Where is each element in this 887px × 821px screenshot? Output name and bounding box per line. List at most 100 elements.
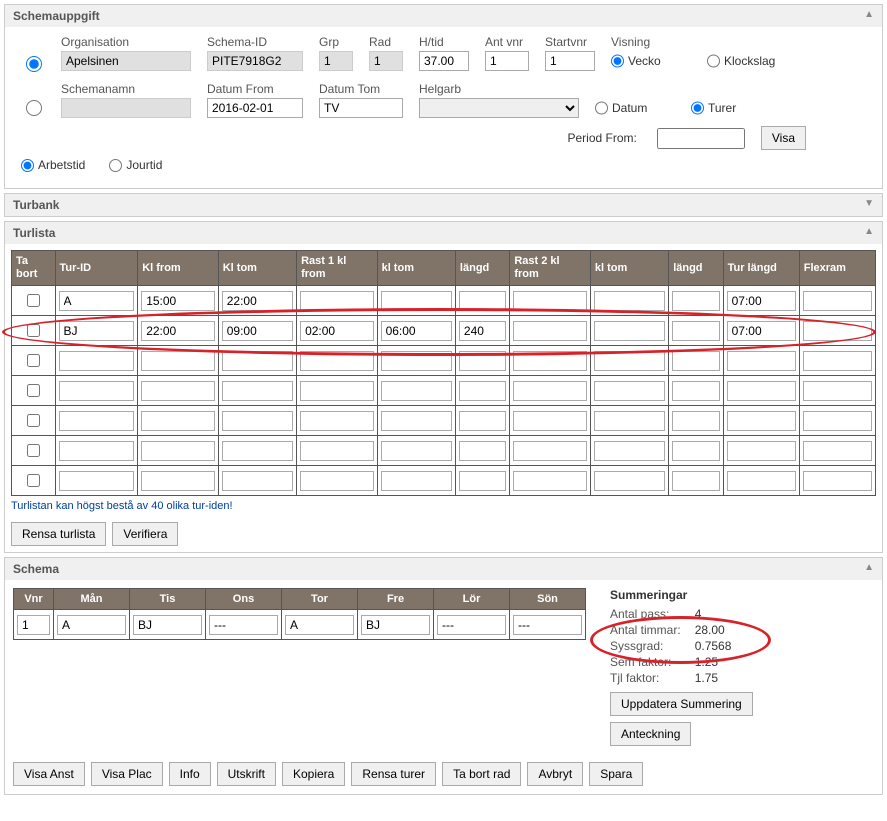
visa-plac-button[interactable]: Visa Plac <box>91 762 163 786</box>
turlista-cell-input[interactable] <box>513 381 587 401</box>
turlista-cell-input[interactable] <box>59 471 135 491</box>
spara-button[interactable]: Spara <box>589 762 643 786</box>
schema-cell-input[interactable] <box>57 615 126 635</box>
delete-row-checkbox[interactable] <box>27 474 40 487</box>
turlista-cell-input[interactable] <box>727 321 796 341</box>
turlista-cell-input[interactable] <box>459 351 506 371</box>
turlista-cell-input[interactable] <box>59 381 135 401</box>
schemanamn-input[interactable] <box>61 98 191 118</box>
turlista-cell-input[interactable] <box>672 321 719 341</box>
turlista-cell-input[interactable] <box>300 351 374 371</box>
anteckning-button[interactable]: Anteckning <box>610 722 691 746</box>
organisation-input[interactable] <box>61 51 191 71</box>
turlista-cell-input[interactable] <box>727 411 796 431</box>
turlista-cell-input[interactable] <box>222 351 293 371</box>
turlista-cell-input[interactable] <box>300 381 374 401</box>
rad-input[interactable] <box>369 51 403 71</box>
visa-button[interactable]: Visa <box>761 126 806 150</box>
turlista-cell-input[interactable] <box>381 471 452 491</box>
arbetstid-radio[interactable] <box>21 159 34 172</box>
turlista-cell-input[interactable] <box>803 471 872 491</box>
turlista-cell-input[interactable] <box>141 351 215 371</box>
jourtid-radio[interactable] <box>109 159 122 172</box>
turlista-cell-input[interactable] <box>594 291 665 311</box>
schema-cell-input[interactable] <box>361 615 430 635</box>
turlista-cell-input[interactable] <box>727 351 796 371</box>
klockslag-radio[interactable] <box>707 51 720 71</box>
turlista-cell-input[interactable] <box>594 471 665 491</box>
turlista-cell-input[interactable] <box>381 321 452 341</box>
turlista-cell-input[interactable] <box>141 411 215 431</box>
turlista-cell-input[interactable] <box>141 291 215 311</box>
avbryt-button[interactable]: Avbryt <box>527 762 583 786</box>
turlista-cell-input[interactable] <box>803 441 872 461</box>
schema-id-input[interactable] <box>207 51 303 71</box>
vecko-radio[interactable] <box>611 51 624 71</box>
turlista-cell-input[interactable] <box>727 471 796 491</box>
delete-row-checkbox[interactable] <box>27 444 40 457</box>
turlista-cell-input[interactable] <box>459 471 506 491</box>
turlista-cell-input[interactable] <box>222 411 293 431</box>
turlista-cell-input[interactable] <box>300 441 374 461</box>
turlista-cell-input[interactable] <box>300 291 374 311</box>
turlista-cell-input[interactable] <box>300 321 374 341</box>
collapse-icon[interactable]: ▲ <box>864 9 874 20</box>
turlista-cell-input[interactable] <box>727 381 796 401</box>
turlista-cell-input[interactable] <box>459 381 506 401</box>
turlista-cell-input[interactable] <box>141 471 215 491</box>
turlista-cell-input[interactable] <box>513 351 587 371</box>
turlista-cell-input[interactable] <box>459 411 506 431</box>
turlista-cell-input[interactable] <box>59 321 135 341</box>
turlista-cell-input[interactable] <box>381 441 452 461</box>
turlista-cell-input[interactable] <box>672 381 719 401</box>
turlista-cell-input[interactable] <box>594 381 665 401</box>
turlista-cell-input[interactable] <box>141 381 215 401</box>
turlista-cell-input[interactable] <box>803 321 872 341</box>
info-button[interactable]: Info <box>169 762 211 786</box>
turlista-cell-input[interactable] <box>222 321 293 341</box>
organisation-radio[interactable] <box>26 54 42 74</box>
turlista-cell-input[interactable] <box>381 381 452 401</box>
turlista-cell-input[interactable] <box>513 411 587 431</box>
turlista-cell-input[interactable] <box>459 291 506 311</box>
uppdatera-summering-button[interactable]: Uppdatera Summering <box>610 692 753 716</box>
schema-cell-input[interactable] <box>513 615 582 635</box>
turlista-cell-input[interactable] <box>594 441 665 461</box>
turlista-cell-input[interactable] <box>727 291 796 311</box>
turlista-cell-input[interactable] <box>459 441 506 461</box>
turlista-cell-input[interactable] <box>222 291 293 311</box>
turlista-cell-input[interactable] <box>513 291 587 311</box>
turlista-cell-input[interactable] <box>381 351 452 371</box>
schema-cell-input[interactable] <box>17 615 50 635</box>
htid-input[interactable] <box>419 51 469 71</box>
turlista-cell-input[interactable] <box>59 291 135 311</box>
turlista-cell-input[interactable] <box>727 441 796 461</box>
delete-row-checkbox[interactable] <box>27 414 40 427</box>
turlista-cell-input[interactable] <box>222 471 293 491</box>
turer-radio[interactable] <box>691 98 704 118</box>
expand-icon[interactable]: ▼ <box>864 198 874 209</box>
kopiera-button[interactable]: Kopiera <box>282 762 345 786</box>
turlista-cell-input[interactable] <box>513 441 587 461</box>
period-from-input[interactable] <box>657 128 745 149</box>
schema-cell-input[interactable] <box>285 615 354 635</box>
turlista-cell-input[interactable] <box>381 411 452 431</box>
datum-radio[interactable] <box>595 98 608 118</box>
schema-cell-input[interactable] <box>133 615 202 635</box>
startvnr-input[interactable] <box>545 51 595 71</box>
schema-cell-input[interactable] <box>209 615 278 635</box>
turlista-cell-input[interactable] <box>513 321 587 341</box>
delete-row-checkbox[interactable] <box>27 354 40 367</box>
turlista-cell-input[interactable] <box>59 411 135 431</box>
turlista-cell-input[interactable] <box>594 321 665 341</box>
antvnr-input[interactable] <box>485 51 529 71</box>
turlista-cell-input[interactable] <box>300 411 374 431</box>
turlista-cell-input[interactable] <box>594 351 665 371</box>
delete-row-checkbox[interactable] <box>27 384 40 397</box>
grp-input[interactable] <box>319 51 353 71</box>
delete-row-checkbox[interactable] <box>27 324 40 337</box>
datum-from-input[interactable] <box>207 98 303 118</box>
utskrift-button[interactable]: Utskrift <box>217 762 276 786</box>
turlista-cell-input[interactable] <box>803 381 872 401</box>
delete-row-checkbox[interactable] <box>27 294 40 307</box>
